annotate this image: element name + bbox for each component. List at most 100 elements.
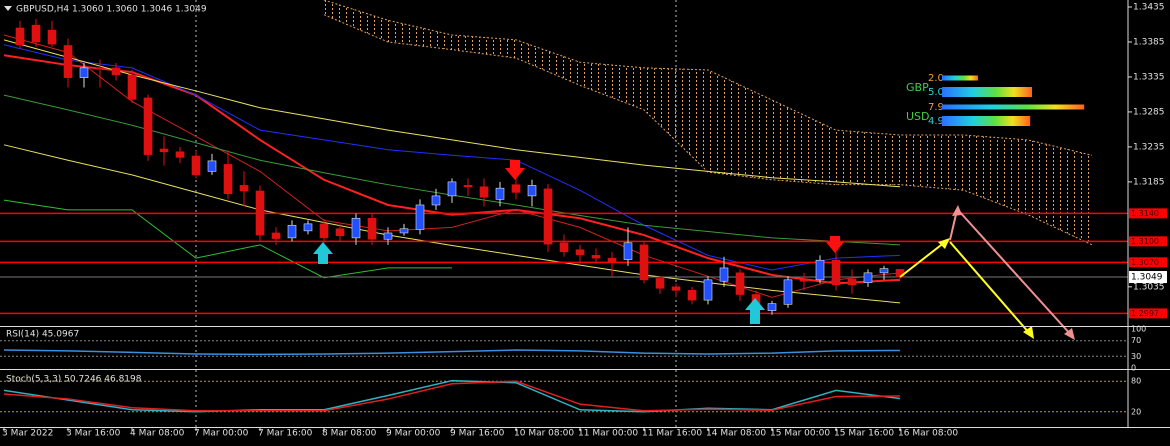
ichimoku-cloud (324, 0, 1092, 245)
moving-average (3, 199, 452, 279)
candle-body (463, 185, 473, 188)
candle-body (767, 303, 777, 311)
level-label: 1.2997 (1131, 309, 1159, 318)
projection-arrow (949, 241, 1031, 335)
x-tick-label: 14 Mar 08:00 (706, 429, 766, 439)
x-tick-label: 4 Mar 08:00 (130, 429, 185, 439)
level-label: 1.3140 (1131, 209, 1159, 218)
candle-body (415, 204, 425, 230)
x-tick-label: 3 Mar 16:00 (66, 429, 121, 439)
stoch-line (3, 380, 901, 412)
y-tick-label: 1.3235 (1133, 142, 1165, 152)
strength-label: 7.9 (928, 102, 944, 113)
candle-body (143, 97, 153, 155)
candle-body (223, 164, 233, 195)
x-tick-label: 8 Mar 08:00 (322, 429, 377, 439)
buy-arrow (745, 298, 765, 324)
x-tick-label: 3 Mar 2022 (2, 429, 53, 439)
arrow-head (1023, 326, 1034, 339)
candle-body (303, 223, 313, 232)
x-tick-label: 7 Mar 16:00 (258, 429, 313, 439)
candle-body (655, 278, 665, 289)
candle-body (863, 272, 873, 283)
moving-average (3, 44, 901, 271)
stoch-tick-label: 20 (1131, 407, 1141, 416)
candle-body (431, 195, 441, 206)
candle-body (367, 217, 377, 240)
rsi-tick-label: 0 (1131, 364, 1136, 373)
candle-body (319, 223, 329, 239)
candle-body (287, 224, 297, 239)
level-tag (1129, 308, 1167, 319)
strength-label: 5.0 (928, 87, 944, 98)
x-tick-label: 11 Mar 16:00 (642, 429, 702, 439)
stoch-title: Stoch(5,3,3) 50.7246 46.8198 (6, 375, 142, 385)
rsi-tick-label: 70 (1131, 336, 1141, 345)
candle-body (175, 151, 185, 158)
candle-body (639, 244, 649, 281)
level-tag (1129, 257, 1167, 268)
candle-body (479, 186, 489, 198)
candle-body (591, 255, 601, 259)
x-tick-label: 11 Mar 00:00 (578, 429, 638, 439)
x-tick-label: 15 Mar 00:00 (770, 429, 830, 439)
candle-body (271, 232, 281, 239)
projection-arrow (899, 241, 946, 278)
candle-body (15, 27, 25, 46)
strength-bar (942, 75, 978, 81)
candle-body (47, 29, 57, 45)
candle-body (31, 24, 41, 43)
y-tick-label: 1.3035 (1133, 282, 1165, 292)
candle-body (879, 268, 889, 274)
strength-bar (942, 116, 1031, 126)
arrow-head (1064, 328, 1075, 340)
candle-body (687, 290, 697, 301)
x-tick-label: 10 Mar 08:00 (514, 429, 574, 439)
strength-label: 4.9 (928, 116, 944, 127)
level-tag (1129, 208, 1167, 219)
candle-body (447, 181, 457, 197)
rsi-title: RSI(14) 45.0967 (6, 330, 79, 340)
y-tick-label: 1.3435 (1133, 2, 1165, 12)
candle-body (575, 249, 585, 255)
sell-arrow (826, 236, 844, 253)
candle-body (671, 286, 681, 291)
candle-body (783, 279, 793, 305)
stoch-tick-label: 80 (1131, 377, 1141, 386)
candle-body (495, 187, 505, 200)
x-tick-label: 9 Mar 00:00 (386, 429, 441, 439)
candle-body (239, 185, 249, 192)
candle-body (383, 232, 393, 240)
candle-body (847, 278, 857, 286)
candle-body (191, 155, 201, 176)
level-tag (1129, 236, 1167, 247)
x-tick-label: 15 Mar 16:00 (834, 429, 894, 439)
candle-body (335, 228, 345, 237)
candle-body (623, 242, 633, 260)
level-label: 1.3100 (1131, 237, 1159, 246)
cloud-edge (323, 14, 1093, 246)
candle-body (607, 257, 617, 263)
x-tick-label: 16 Mar 08:00 (898, 429, 958, 439)
candle-body (95, 67, 105, 70)
price-label: 1.3049 (1131, 273, 1163, 283)
buy-arrow (313, 242, 333, 264)
y-tick-label: 1.3335 (1133, 72, 1165, 82)
moving-average (3, 144, 901, 304)
rsi-tick-label: 30 (1131, 352, 1141, 361)
y-tick-label: 1.3185 (1133, 177, 1165, 187)
cloud-edge (323, 0, 1093, 156)
candle-body (831, 259, 841, 286)
header: GBPUSD,H4 1.3060 1.3060 1.3046 1.3049 (16, 5, 207, 15)
arrow-head (952, 205, 962, 216)
candle-body (527, 185, 537, 197)
price-tag (1129, 271, 1167, 284)
strength-bar (942, 87, 1032, 97)
candle-body (207, 160, 217, 172)
moving-average (3, 34, 901, 298)
arrow-head (938, 238, 950, 249)
candle-body (815, 259, 825, 281)
y-tick-label: 1.3385 (1133, 37, 1165, 47)
moving-average (3, 39, 901, 188)
